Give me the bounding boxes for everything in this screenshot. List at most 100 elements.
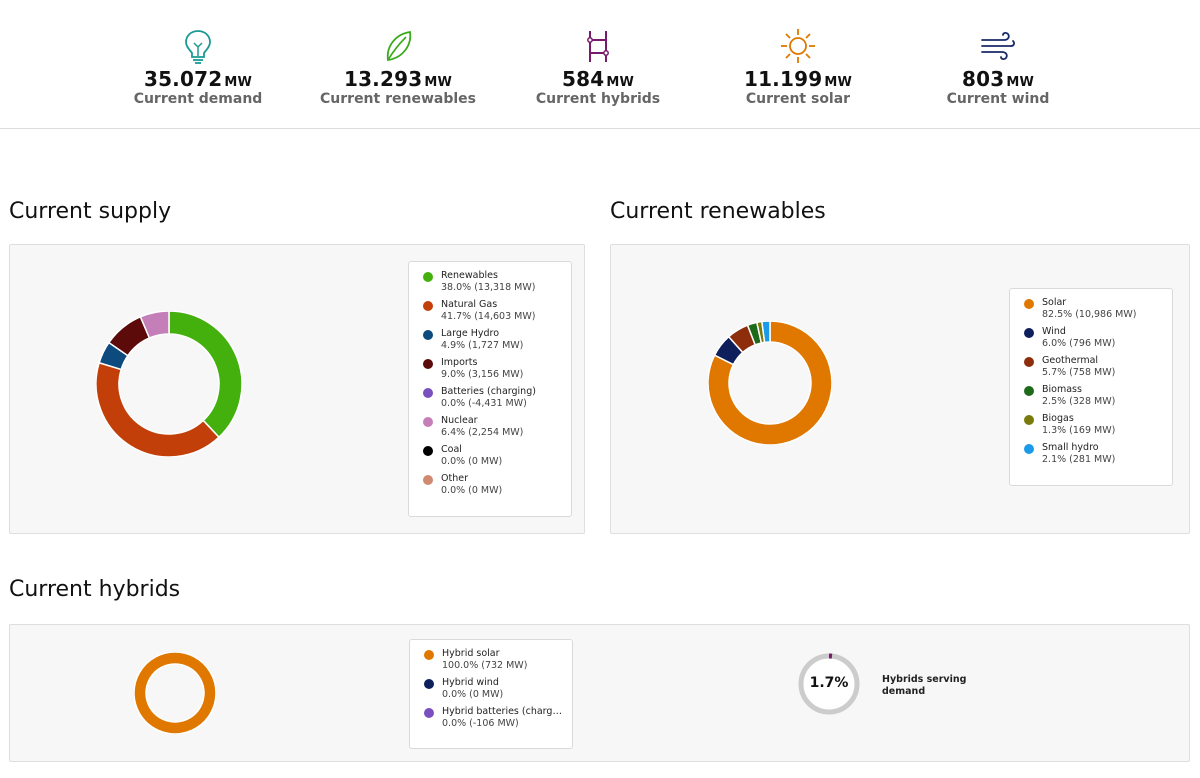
- slice-small-hydro[interactable]: [761, 321, 771, 344]
- legend-name: Other: [441, 473, 468, 484]
- legend-name: Biomass: [1042, 384, 1082, 395]
- legend-swatch: [423, 417, 433, 427]
- legend-item-hybrid-batteries-chargin[interactable]: Hybrid batteries (chargin... 0.0% (-106 M…: [424, 706, 562, 730]
- legend-value: 82.5% (10,986 MW): [1042, 309, 1137, 320]
- legend-item-hybrid-wind[interactable]: Hybrid wind 0.0% (0 MW): [424, 677, 562, 701]
- hybrids-legend: Hybrid solar 100.0% (732 MW) Hybrid wind 0.…: [409, 639, 573, 749]
- legend-item-imports[interactable]: Imports 9.0% (3,156 MW): [423, 357, 561, 381]
- legend-swatch: [423, 475, 433, 485]
- legend-name: Natural Gas: [441, 299, 498, 310]
- legend-swatch: [423, 330, 433, 340]
- wind-icon: [981, 32, 1015, 60]
- slice-renewables[interactable]: [168, 311, 242, 439]
- legend-item-biomass[interactable]: Biomass 2.5% (328 MW): [1024, 384, 1162, 408]
- slice-hybrid-solar[interactable]: [134, 652, 216, 734]
- stat-value: 11.199 MW: [743, 67, 853, 91]
- legend-value: 2.5% (328 MW): [1042, 396, 1116, 407]
- hybrids-title: Current hybrids: [9, 577, 181, 602]
- legend-item-geothermal[interactable]: Geothermal 5.7% (758 MW): [1024, 355, 1162, 379]
- legend-value: 38.0% (13,318 MW): [441, 282, 536, 293]
- legend-item-hybrid-solar[interactable]: Hybrid solar 100.0% (732 MW): [424, 648, 562, 672]
- legend-value: 0.0% (0 MW): [442, 689, 504, 700]
- slice-solar[interactable]: [708, 321, 832, 445]
- gauge-value: 1.7%: [809, 675, 849, 691]
- stat-label: Current renewables: [320, 91, 476, 107]
- legend-swatch: [1024, 444, 1034, 454]
- sun-icon: [781, 29, 815, 63]
- legend-item-small-hydro[interactable]: Small hydro 2.1% (281 MW): [1024, 442, 1162, 466]
- slice-nuclear[interactable]: [139, 311, 170, 339]
- legend-value: 6.0% (796 MW): [1042, 338, 1116, 349]
- legend-name: Large Hydro: [441, 328, 500, 339]
- legend-name: Solar: [1042, 297, 1067, 308]
- supply-panel: Renewables 38.0% (13,318 MW) Natural Gas 41…: [9, 244, 585, 534]
- supply-donut-chart: [96, 311, 242, 457]
- legend-swatch: [1024, 299, 1034, 309]
- legend-item-batteries-charging[interactable]: Batteries (charging) 0.0% (-4,431 MW): [423, 386, 561, 410]
- legend-value: 1.3% (169 MW): [1042, 425, 1116, 436]
- legend-swatch: [423, 388, 433, 398]
- legend-item-solar[interactable]: Solar 82.5% (10,986 MW): [1024, 297, 1162, 321]
- legend-name: Hybrid wind: [442, 677, 499, 688]
- stat-value: 13.293 MW: [343, 67, 453, 91]
- legend-value: 100.0% (732 MW): [442, 660, 528, 671]
- legend-swatch: [423, 446, 433, 456]
- legend-item-biogas[interactable]: Biogas 1.3% (169 MW): [1024, 413, 1162, 437]
- gauge-caption: Hybrids serving demand: [882, 674, 967, 697]
- legend-swatch: [1024, 415, 1034, 425]
- legend-name: Imports: [441, 357, 478, 368]
- legend-item-wind[interactable]: Wind 6.0% (796 MW): [1024, 326, 1162, 350]
- slice-natural-gas[interactable]: [96, 361, 221, 457]
- supply-title: Current supply: [9, 199, 172, 224]
- stat-value: 584 MW: [561, 67, 635, 91]
- legend-value: 0.0% (0 MW): [441, 485, 503, 496]
- stat-label: Current demand: [133, 91, 263, 107]
- legend-swatch: [423, 272, 433, 282]
- legend-value: 2.1% (281 MW): [1042, 454, 1116, 465]
- leaf-icon: [386, 30, 412, 62]
- stat-label: Current hybrids: [535, 91, 661, 107]
- legend-item-renewables[interactable]: Renewables 38.0% (13,318 MW): [423, 270, 561, 294]
- renewables-panel: Solar 82.5% (10,986 MW) Wind 6.0% (796 MW) G…: [610, 244, 1190, 534]
- hybrid-icon: [587, 31, 609, 62]
- legend-name: Nuclear: [441, 415, 478, 426]
- legend-name: Hybrid solar: [442, 648, 500, 659]
- legend-name: Coal: [441, 444, 462, 455]
- legend-name: Hybrid batteries (chargin...: [442, 706, 562, 717]
- legend-swatch: [423, 359, 433, 369]
- stat-label: Current solar: [745, 91, 851, 107]
- legend-name: Geothermal: [1042, 355, 1099, 366]
- legend-name: Batteries (charging): [441, 386, 536, 397]
- stat-label: Current wind: [946, 91, 1050, 107]
- supply-legend: Renewables 38.0% (13,318 MW) Natural Gas 41…: [408, 261, 572, 517]
- legend-name: Wind: [1042, 326, 1066, 337]
- renewables-legend: Solar 82.5% (10,986 MW) Wind 6.0% (796 MW) G…: [1009, 288, 1173, 486]
- legend-swatch: [424, 679, 434, 689]
- legend-swatch: [1024, 357, 1034, 367]
- legend-value: 9.0% (3,156 MW): [441, 369, 524, 380]
- legend-swatch: [1024, 328, 1034, 338]
- hybrids-panel: Hybrid solar 100.0% (732 MW) Hybrid wind 0.…: [9, 624, 1190, 762]
- legend-value: 0.0% (-106 MW): [442, 718, 519, 729]
- stat-value: 803 MW: [961, 67, 1035, 91]
- stat-value: 35.072 MW: [143, 67, 253, 91]
- legend-swatch: [424, 708, 434, 718]
- legend-item-coal[interactable]: Coal 0.0% (0 MW): [423, 444, 561, 468]
- lightbulb-icon: [185, 30, 211, 64]
- legend-name: Renewables: [441, 270, 498, 281]
- legend-value: 0.0% (-4,431 MW): [441, 398, 527, 409]
- legend-value: 41.7% (14,603 MW): [441, 311, 536, 322]
- stats-bar: 35.072 MW Current demand 13.293 MW Current…: [0, 0, 1200, 129]
- legend-swatch: [424, 650, 434, 660]
- legend-item-natural-gas[interactable]: Natural Gas 41.7% (14,603 MW): [423, 299, 561, 323]
- legend-item-other[interactable]: Other 0.0% (0 MW): [423, 473, 561, 497]
- hybrids-donut-chart: [134, 652, 216, 734]
- legend-value: 0.0% (0 MW): [441, 456, 503, 467]
- legend-name: Small hydro: [1042, 442, 1099, 453]
- legend-item-large-hydro[interactable]: Large Hydro 4.9% (1,727 MW): [423, 328, 561, 352]
- renewables-donut-chart: [708, 321, 832, 445]
- renewables-title: Current renewables: [610, 199, 826, 224]
- legend-value: 4.9% (1,727 MW): [441, 340, 524, 351]
- legend-item-nuclear[interactable]: Nuclear 6.4% (2,254 MW): [423, 415, 561, 439]
- legend-value: 6.4% (2,254 MW): [441, 427, 524, 438]
